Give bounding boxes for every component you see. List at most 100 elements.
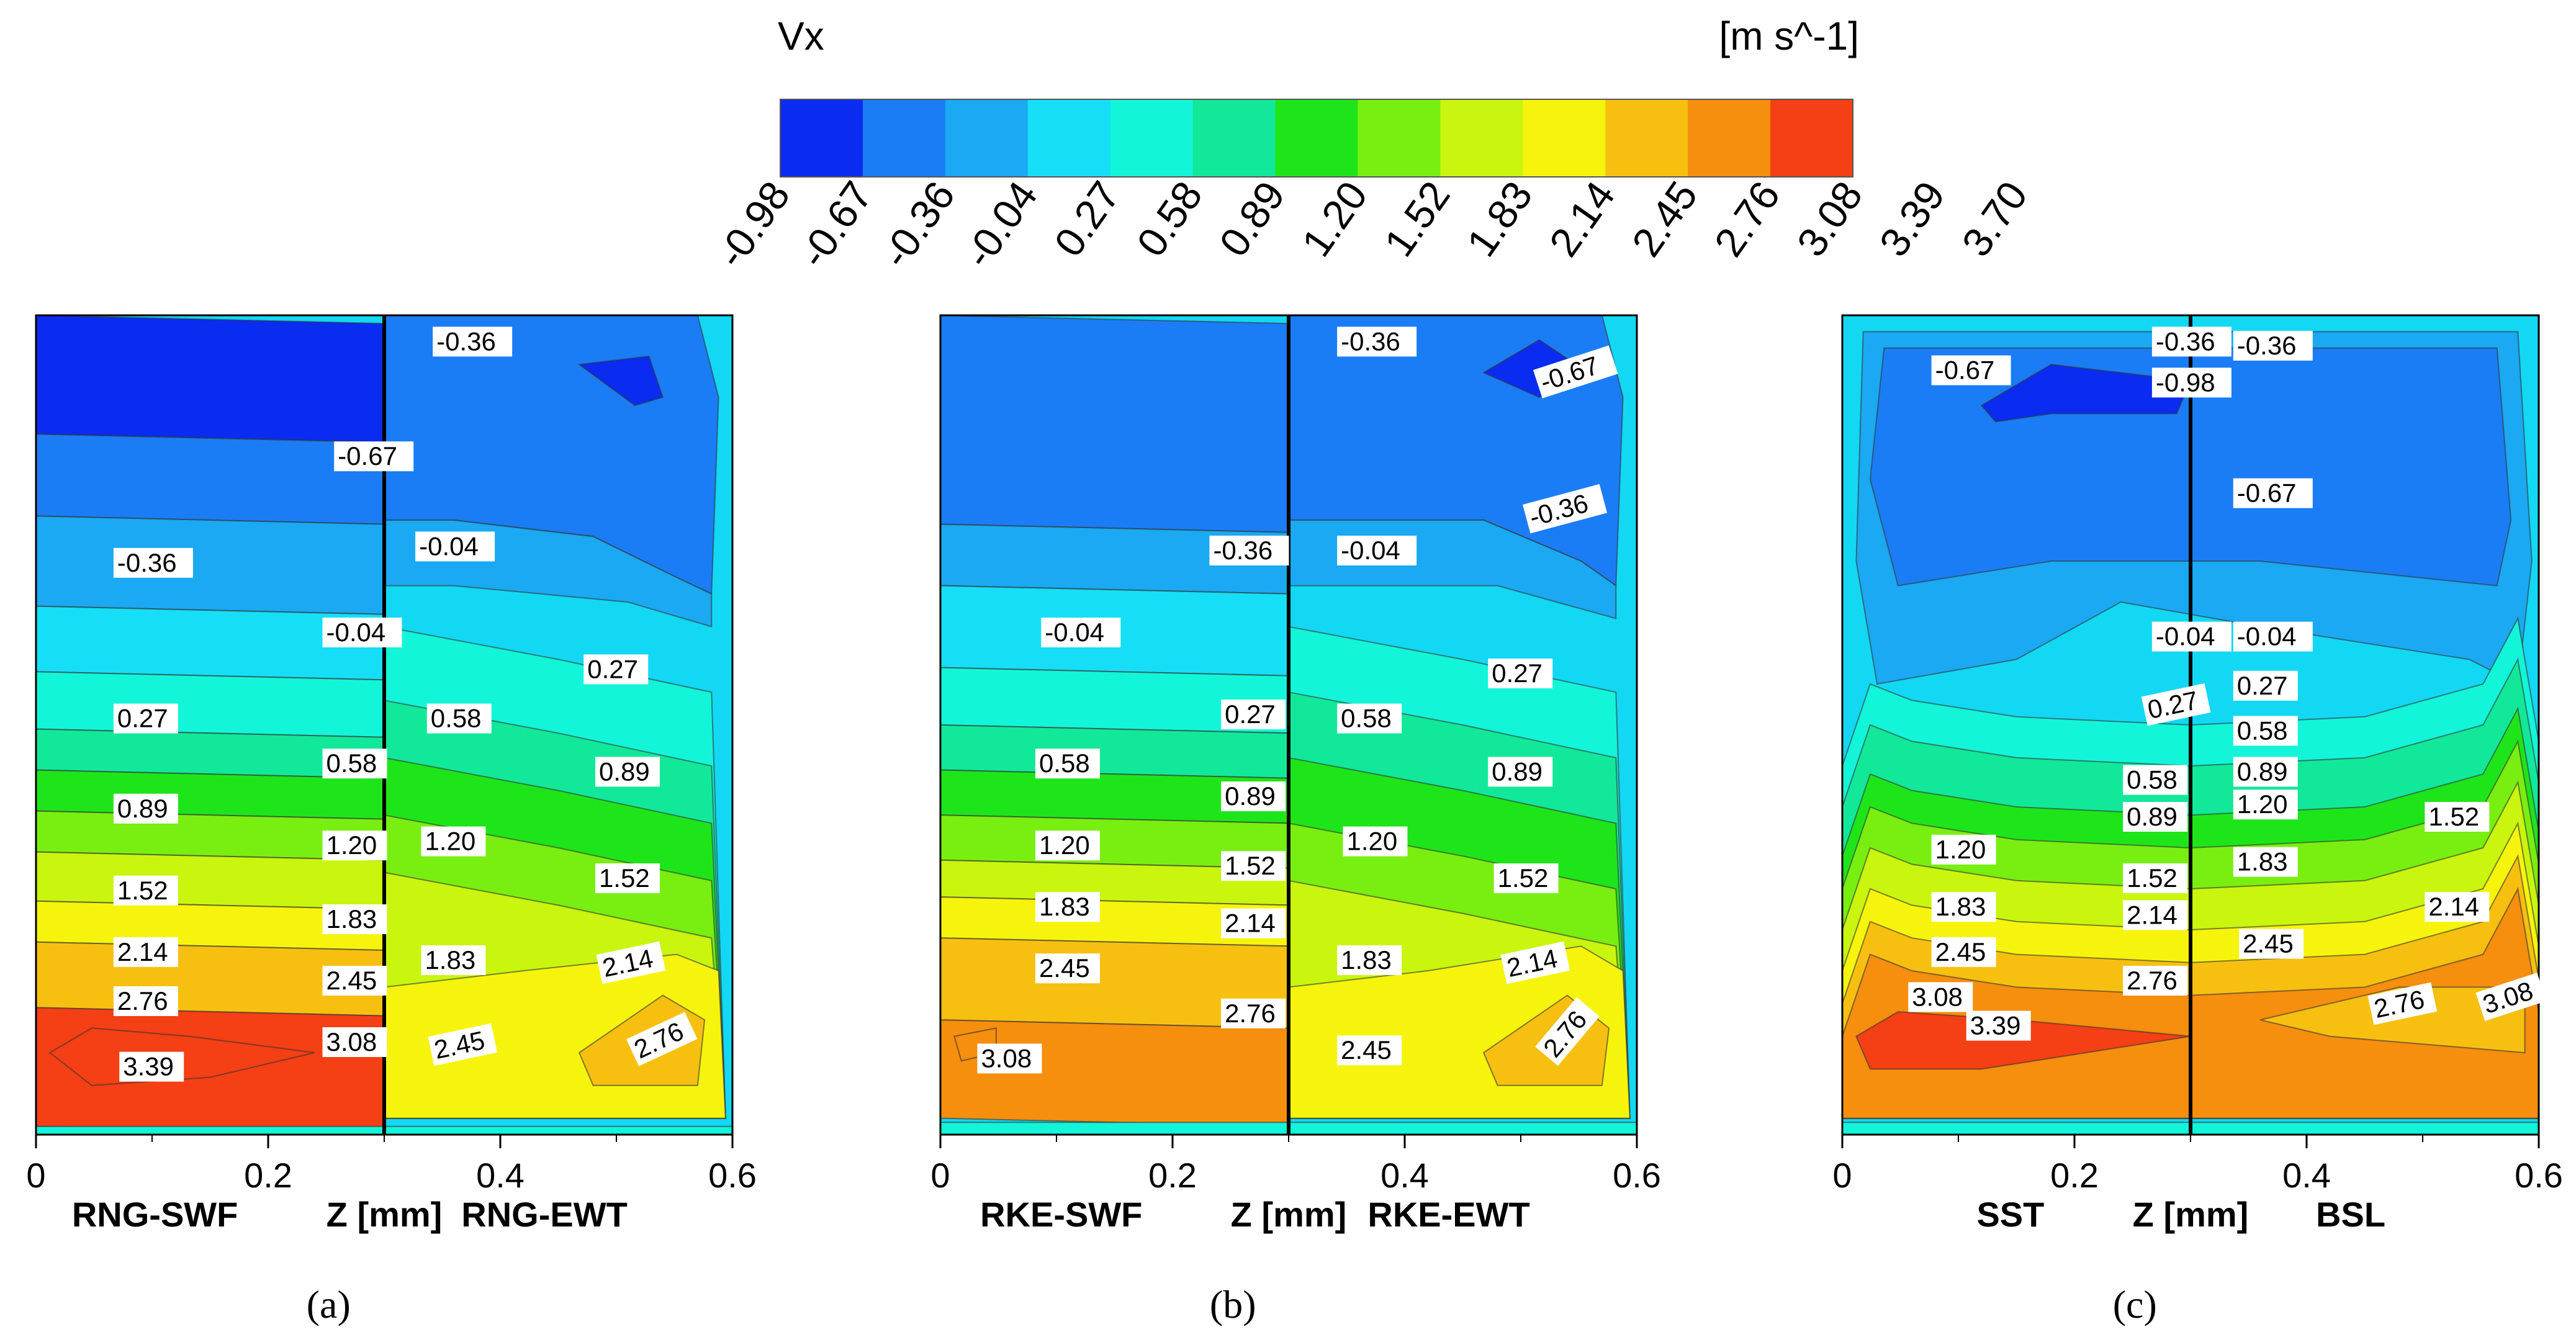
contour-label: 2.45 (2239, 929, 2304, 959)
contour-label-bg (2233, 621, 2313, 652)
contour-label-bg (322, 1027, 387, 1057)
colorbar-tick-label: -0.04 (955, 173, 1046, 276)
contour-label-text: 0.89 (599, 757, 650, 786)
contour-band (940, 724, 1289, 779)
contour-label: 1.52 (1493, 863, 1559, 893)
contour-label: 0.27 (1488, 659, 1553, 688)
contour-label-bg (1337, 703, 1402, 734)
contour-label: -0.04 (1041, 618, 1121, 647)
contour-label-text: 1.20 (2237, 790, 2288, 819)
contour-label-bg (119, 1051, 184, 1082)
contour-label-bg (583, 654, 649, 685)
contour-label-text: 0.89 (2127, 802, 2177, 831)
contour-label-text: 0.58 (2237, 716, 2288, 745)
contour-label: 2.45 (322, 966, 387, 996)
contour-label-text: 1.52 (2127, 863, 2177, 893)
contour-band (1980, 364, 2192, 423)
contour-label-text: 0.89 (117, 794, 168, 823)
contour-label-bg (1209, 536, 1289, 565)
contour-label: 1.52 (2123, 863, 2188, 893)
contour-band (36, 671, 385, 738)
contour-label-text: -0.67 (2237, 479, 2297, 508)
contour-label: 3.39 (1966, 1010, 2031, 1041)
contour-label-text: 1.83 (327, 904, 377, 934)
contour-label-text: 2.76 (2127, 966, 2177, 995)
contour-label-bg (1337, 945, 1402, 975)
x-tick-label: 0 (26, 1156, 45, 1195)
left-model-label: SST (1976, 1195, 2044, 1234)
contour-label: 1.52 (595, 863, 660, 893)
contour-label: 2.14 (1221, 908, 1286, 938)
contour-label-bg (596, 941, 666, 984)
contour-label: 1.20 (1931, 834, 1996, 865)
contour-label: 1.20 (1343, 826, 1408, 857)
contour-label: -0.04 (415, 531, 495, 562)
contour-label-text: 3.39 (1970, 1011, 2021, 1040)
x-tick-label: 0.2 (1148, 1156, 1197, 1195)
contour-label-text: -0.98 (2156, 367, 2215, 397)
x-tick-label: 0.2 (244, 1156, 292, 1195)
colorbar-tick-label: 1.20 (1293, 173, 1376, 265)
contour-label-text: 1.52 (599, 863, 650, 893)
contour-label-bg (1035, 830, 1100, 861)
panel-caption: (c) (2113, 1282, 2157, 1326)
contour-label-bg (322, 830, 387, 861)
contour-label-text: 0.58 (327, 749, 377, 778)
contour-label-bg (113, 547, 193, 578)
x-axis-label: Z [mm] (2133, 1195, 2249, 1234)
contour-label-text: -0.04 (2237, 622, 2297, 651)
contour-label-text: 1.20 (1039, 830, 1090, 860)
contour-label-bg (2123, 863, 2188, 893)
contour-label-text: 1.83 (1039, 892, 1090, 921)
contour-label: -0.36 (113, 547, 193, 578)
contour-label-text: 1.83 (1935, 892, 1986, 921)
contour-label-bg (1966, 1010, 2031, 1041)
contour-label: 3.08 (322, 1027, 387, 1057)
contour-label-text: 3.08 (1912, 982, 1963, 1011)
contour-label: 0.27 (583, 654, 649, 685)
contour-label-text: 0.89 (1225, 781, 1276, 811)
contour-label: 2.14 (113, 937, 178, 967)
colorbar-band (1358, 99, 1441, 177)
contour-label-bg (113, 986, 178, 1016)
contour-label-bg (1931, 834, 1996, 865)
x-tick-label: 0 (1832, 1156, 1852, 1195)
contour-label-bg (2151, 326, 2231, 357)
contour-band (36, 315, 385, 443)
contour-label-text: -0.36 (1213, 536, 1272, 565)
right-model-label: BSL (2316, 1195, 2385, 1234)
contour-label-bg (113, 875, 178, 906)
contour-label-text: 0.27 (117, 704, 168, 733)
x-tick-label: 0.4 (476, 1156, 525, 1195)
contour-label-text: -0.36 (436, 326, 496, 356)
contour-label-bg (426, 703, 492, 734)
contour-label-bg (2367, 982, 2438, 1025)
colorbar-tick-label: 0.89 (1210, 173, 1294, 265)
contour-label: 1.52 (2425, 802, 2490, 832)
colorbar-bands (780, 99, 1853, 178)
contour-label: 1.83 (322, 904, 387, 934)
contour-label: -0.67 (1931, 355, 2011, 385)
contour-label-bg (2233, 331, 2313, 361)
colorbar-band (1192, 99, 1276, 177)
contour-label: 2.76 (1221, 998, 1286, 1028)
contour-label: 1.20 (322, 830, 387, 861)
contour-label-text: 1.83 (1341, 945, 1392, 974)
contour-label-bg (2123, 802, 2188, 832)
contour-label: 1.83 (2233, 847, 2298, 877)
contour-label-text: 2.14 (2127, 900, 2177, 929)
contour-label: 0.58 (2233, 716, 2298, 746)
contour-label-bg (415, 531, 495, 562)
contour-label: 0.89 (2123, 802, 2188, 832)
colorbar-tick-label: 3.39 (1870, 173, 1953, 265)
contour-label-bg (1035, 892, 1100, 922)
contour-label-bg (1343, 826, 1408, 857)
contour-label-bg (2233, 790, 2298, 820)
colorbar-band (780, 99, 863, 177)
colorbar-tick-label: 2.14 (1540, 173, 1623, 265)
contour-label: 1.83 (1035, 892, 1100, 922)
contour-label-bg (1931, 937, 1996, 967)
left-model-label: RNG-SWF (72, 1195, 238, 1234)
contour-band (36, 515, 385, 615)
contour-label-bg (113, 793, 178, 824)
